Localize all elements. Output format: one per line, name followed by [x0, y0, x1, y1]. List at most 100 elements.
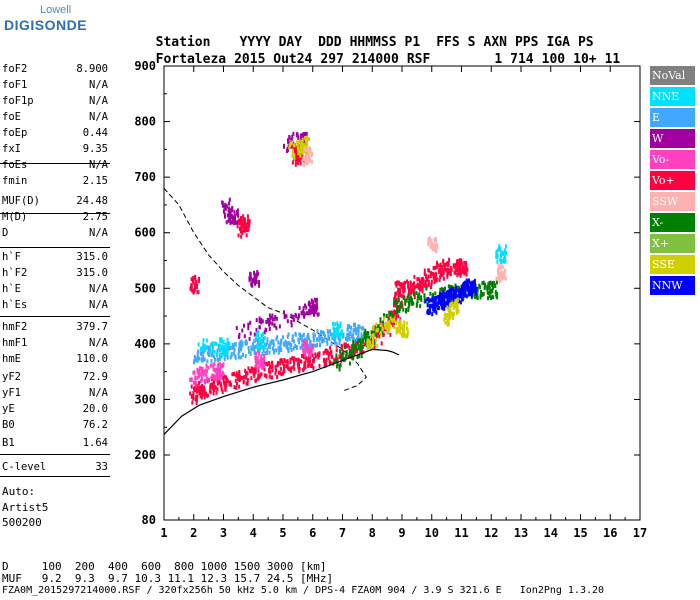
echo-point: [304, 161, 307, 166]
echo-point: [193, 386, 195, 391]
echo-point: [449, 308, 452, 313]
echo-point: [302, 355, 305, 360]
echo-point: [305, 356, 308, 361]
echo-point: [365, 341, 368, 346]
echo-point: [283, 310, 285, 315]
echo-point: [397, 321, 400, 326]
echo-point: [443, 266, 446, 272]
echo-point: [307, 302, 310, 306]
echo-point: [395, 310, 398, 314]
echo-point: [358, 324, 361, 329]
echo-point: [198, 380, 200, 385]
echo-point: [293, 143, 296, 148]
echo-point: [190, 384, 193, 389]
param-row: h`Es N/A: [2, 298, 108, 312]
echo-point: [495, 292, 498, 297]
echo-point: [291, 134, 294, 139]
echo-point: [196, 352, 199, 357]
echo-point: [238, 348, 241, 354]
echo-point: [208, 345, 210, 350]
echo-point: [405, 298, 408, 303]
echo-point: [283, 143, 285, 149]
echo-point: [464, 282, 467, 287]
echo-point: [331, 332, 334, 337]
echo-point: [482, 280, 485, 285]
echo-point: [335, 341, 338, 346]
echo-point: [376, 328, 379, 332]
param-row: C-level 33: [2, 460, 108, 474]
echo-point: [498, 244, 501, 249]
echo-point: [226, 213, 229, 218]
echo-point: [454, 270, 456, 275]
echo-point: [463, 270, 466, 275]
echo-point: [402, 288, 405, 293]
echo-point: [213, 367, 216, 372]
echo-point: [377, 324, 380, 329]
echo-point: [309, 363, 312, 368]
echo-point: [190, 377, 193, 383]
y-tick-label: 300: [134, 392, 156, 406]
echo-point: [433, 275, 435, 280]
param-value: N/A: [89, 283, 108, 295]
echo-point: [273, 317, 276, 322]
echo-point: [198, 276, 200, 281]
echo-point: [394, 281, 397, 286]
echo-point: [434, 296, 437, 301]
echo-point: [300, 310, 303, 315]
echo-point: [346, 338, 349, 343]
echo-point: [448, 297, 451, 302]
echo-point: [425, 274, 427, 279]
echo-point: [307, 343, 310, 348]
echo-point: [268, 361, 271, 366]
echo-point: [215, 371, 218, 376]
echo-point: [367, 335, 369, 340]
echo-point: [300, 359, 303, 364]
header-p1-label: P1: [404, 35, 421, 50]
echo-point: [446, 263, 449, 267]
echo-point: [205, 373, 208, 378]
legend-item: W: [650, 129, 695, 148]
echo-point: [398, 293, 401, 297]
echo-point: [450, 295, 453, 300]
echo-point: [348, 337, 351, 342]
header-iga-value: 10+: [573, 52, 597, 67]
echo-point: [238, 384, 241, 389]
echo-point: [333, 334, 336, 338]
echo-point: [226, 346, 228, 351]
param-value: N/A: [89, 79, 108, 91]
echo-point: [209, 343, 212, 348]
echo-point: [340, 329, 343, 333]
echo-point: [479, 285, 482, 290]
echo-point: [374, 332, 377, 337]
echo-point: [289, 345, 292, 350]
echo-point: [379, 332, 382, 337]
echo-point: [303, 365, 306, 370]
echo-point: [223, 381, 226, 387]
echo-point: [504, 276, 507, 281]
echo-point: [308, 309, 311, 314]
echo-point: [419, 287, 422, 292]
echo-point: [297, 316, 300, 321]
echo-point: [259, 345, 262, 350]
footer-muf-row: MUF 9.2 9.3 9.7 10.3 11.1 12.3 15.7 24.5…: [2, 572, 334, 585]
echo-point: [418, 292, 421, 297]
echo-point: [460, 294, 463, 299]
echo-point: [459, 262, 462, 267]
echo-point: [306, 154, 309, 160]
autoscaler-name: Artist5: [2, 501, 49, 514]
echo-point: [444, 293, 447, 298]
echo-point: [220, 387, 223, 392]
param-label: hmF2: [2, 321, 28, 333]
echo-point: [193, 355, 196, 360]
echo-point: [226, 355, 229, 360]
echo-point: [291, 160, 294, 165]
echo-point: [216, 381, 219, 386]
echo-point: [434, 291, 437, 296]
echo-point: [375, 328, 378, 333]
echo-point: [237, 355, 240, 360]
echo-point: [307, 362, 310, 366]
echo-point: [428, 268, 431, 273]
echo-point: [284, 339, 287, 344]
echo-point: [407, 288, 410, 294]
echo-point: [486, 286, 489, 291]
